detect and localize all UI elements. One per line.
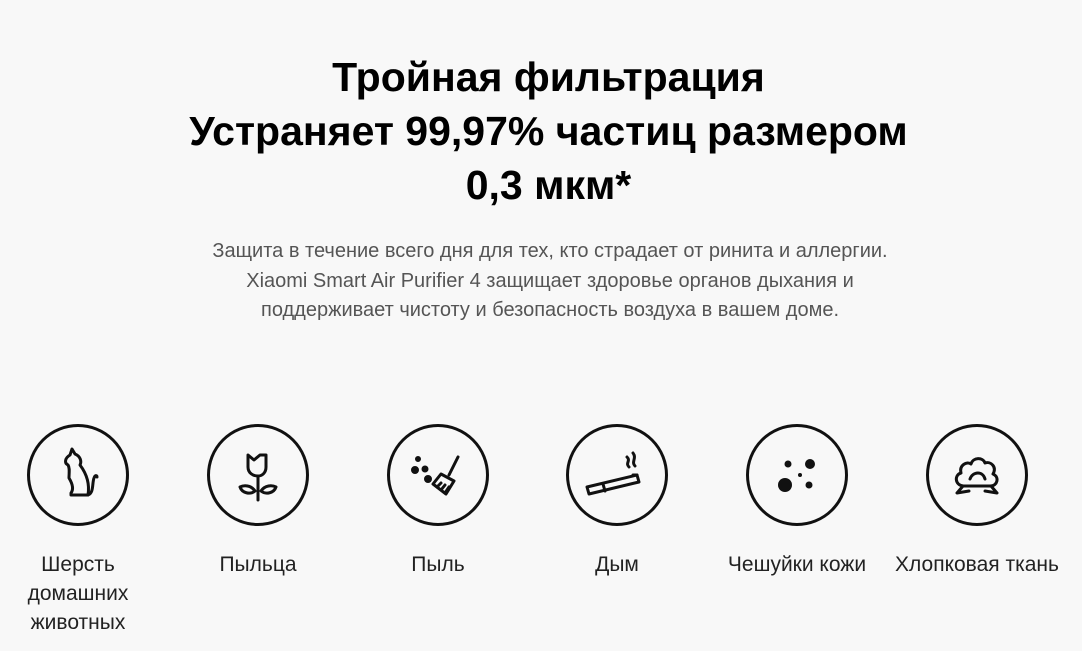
broom-dust-icon — [387, 424, 489, 526]
cigarette-icon — [566, 424, 668, 526]
title-line-1: Тройная фильтрация — [332, 54, 765, 100]
description: Защита в течение всего дня для тех, кто … — [212, 240, 888, 321]
skin-flakes-icon — [746, 424, 848, 526]
cotton-icon — [926, 424, 1028, 526]
feature-label: Хлопковая ткань — [895, 553, 1059, 576]
feature-dust: Пыль — [353, 423, 523, 579]
feature-smoke: Дым — [532, 423, 702, 579]
feature-label: Пыльца — [219, 553, 297, 576]
feature-skin-flakes: Чешуйки кожи — [712, 423, 882, 579]
feature-label: Дым — [595, 553, 639, 576]
title-line-3: 0,3 мкм* — [465, 162, 632, 208]
feature-label: Чешуйки кожи — [727, 553, 867, 576]
title-line-2: Устраняет 99,97% частиц размером — [189, 108, 908, 154]
feature-label: Пыль — [411, 553, 465, 576]
page-title: Тройная фильтрация Устраняет 99,97% част… — [0, 50, 1082, 212]
feature-pollen: Пыльца — [173, 423, 343, 579]
feature-label: Шерсть домашних животных — [27, 553, 129, 634]
feature-pet-hair: Шерсть домашних животных — [0, 423, 163, 637]
feature-cotton: Хлопковая ткань — [892, 423, 1062, 579]
cat-icon — [27, 424, 129, 526]
flower-icon — [207, 424, 309, 526]
